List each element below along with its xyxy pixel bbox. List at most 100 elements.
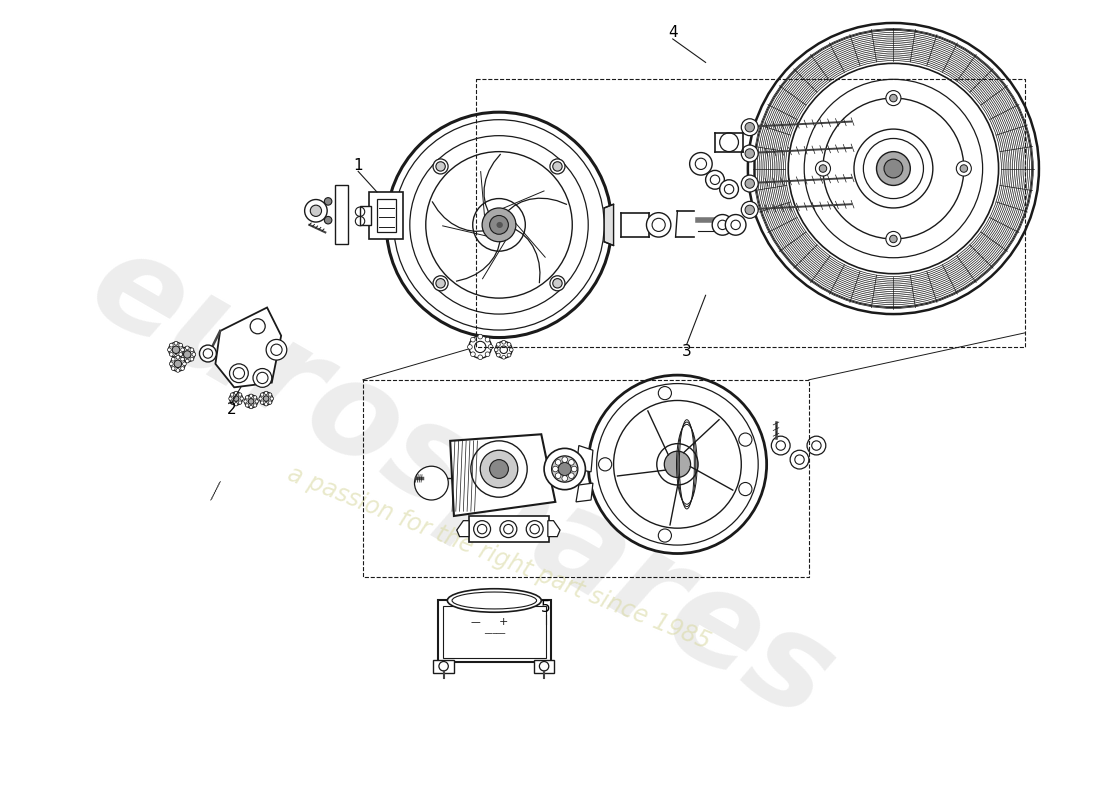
Bar — [377, 198, 396, 232]
Circle shape — [230, 392, 243, 405]
Circle shape — [812, 441, 821, 450]
Circle shape — [305, 199, 327, 222]
Bar — [360, 206, 372, 225]
Circle shape — [553, 278, 562, 288]
Circle shape — [183, 362, 186, 366]
Circle shape — [253, 396, 256, 399]
Circle shape — [886, 231, 901, 246]
Circle shape — [260, 392, 273, 405]
Polygon shape — [576, 483, 593, 502]
Text: 4: 4 — [668, 25, 678, 40]
Circle shape — [420, 467, 442, 490]
Circle shape — [266, 339, 287, 360]
Circle shape — [249, 398, 254, 404]
Circle shape — [261, 401, 264, 404]
Polygon shape — [548, 521, 560, 537]
Circle shape — [477, 525, 487, 534]
Circle shape — [179, 353, 183, 356]
Circle shape — [658, 529, 671, 542]
Circle shape — [886, 90, 901, 106]
Circle shape — [174, 342, 178, 345]
Circle shape — [386, 112, 612, 338]
Circle shape — [741, 145, 758, 162]
Circle shape — [741, 202, 758, 218]
Circle shape — [170, 356, 186, 371]
Circle shape — [507, 342, 510, 346]
Circle shape — [169, 362, 173, 366]
Circle shape — [485, 338, 490, 342]
Circle shape — [264, 402, 267, 406]
Circle shape — [507, 353, 510, 357]
Circle shape — [253, 369, 272, 387]
Circle shape — [180, 366, 185, 370]
Polygon shape — [604, 204, 614, 246]
Circle shape — [436, 162, 446, 171]
Bar — [334, 186, 348, 244]
Ellipse shape — [452, 592, 537, 609]
Circle shape — [179, 347, 195, 362]
Circle shape — [180, 358, 185, 361]
Circle shape — [719, 180, 738, 198]
Circle shape — [173, 346, 179, 354]
Circle shape — [176, 355, 179, 359]
Circle shape — [474, 342, 486, 353]
Circle shape — [795, 455, 804, 464]
Circle shape — [490, 460, 508, 478]
Circle shape — [199, 345, 217, 362]
Circle shape — [741, 118, 758, 136]
Circle shape — [481, 450, 518, 488]
Circle shape — [433, 159, 448, 174]
Polygon shape — [456, 521, 469, 537]
Bar — [534, 660, 554, 673]
Circle shape — [807, 436, 826, 455]
Circle shape — [890, 235, 898, 242]
Circle shape — [482, 208, 516, 242]
Circle shape — [186, 346, 189, 350]
Circle shape — [725, 185, 734, 194]
Text: ●: ● — [495, 220, 503, 230]
Circle shape — [719, 133, 738, 152]
Circle shape — [233, 368, 244, 379]
Circle shape — [739, 433, 752, 446]
Circle shape — [324, 217, 332, 224]
Circle shape — [695, 158, 706, 170]
Circle shape — [250, 318, 265, 334]
Circle shape — [614, 401, 741, 528]
Circle shape — [172, 366, 175, 370]
Circle shape — [268, 401, 272, 404]
Circle shape — [439, 662, 449, 671]
Circle shape — [245, 396, 249, 399]
Circle shape — [718, 220, 727, 230]
Polygon shape — [216, 307, 282, 387]
Circle shape — [690, 153, 712, 175]
Circle shape — [190, 358, 194, 361]
Circle shape — [658, 386, 671, 400]
Text: 5: 5 — [541, 601, 551, 615]
Circle shape — [748, 23, 1040, 314]
Circle shape — [820, 165, 827, 172]
Circle shape — [477, 355, 483, 360]
Circle shape — [956, 161, 971, 176]
Circle shape — [477, 334, 483, 339]
Circle shape — [500, 346, 507, 354]
Circle shape — [324, 198, 332, 205]
Polygon shape — [576, 446, 593, 472]
Circle shape — [556, 473, 561, 478]
Circle shape — [258, 397, 262, 400]
Circle shape — [588, 375, 767, 554]
Circle shape — [500, 521, 517, 538]
Circle shape — [504, 525, 513, 534]
Circle shape — [558, 462, 571, 475]
Circle shape — [551, 456, 578, 482]
Circle shape — [255, 400, 258, 403]
Circle shape — [250, 394, 253, 398]
Circle shape — [471, 441, 527, 497]
Circle shape — [186, 359, 189, 363]
Circle shape — [229, 397, 232, 400]
Text: 3: 3 — [682, 344, 692, 359]
Circle shape — [253, 404, 256, 407]
Polygon shape — [450, 434, 556, 516]
Circle shape — [745, 122, 755, 132]
Circle shape — [190, 348, 194, 352]
Circle shape — [230, 401, 234, 404]
